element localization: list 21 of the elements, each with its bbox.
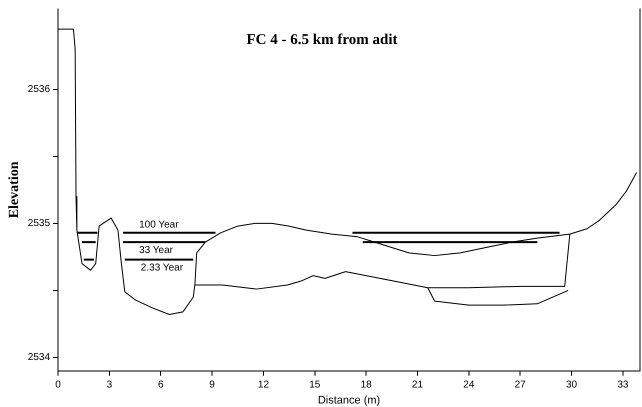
y-tick-label: 2535 [28, 218, 50, 230]
series-label: 33 Year [139, 244, 174, 256]
series-label: 2.33 Year [140, 262, 184, 274]
x-tick-label: 33 [617, 380, 629, 391]
series-label: 100 Year [139, 220, 180, 231]
x-tick-label: 18 [360, 380, 372, 391]
x-tick-label: 3 [106, 380, 113, 391]
x-tick-label: 6 [158, 380, 164, 391]
y-tick-label: 2536 [28, 84, 50, 96]
x-tick-label: 9 [209, 380, 216, 391]
x-tick-label: 21 [412, 380, 424, 391]
x-tick-label: 0 [55, 380, 62, 391]
x-tick-label: 15 [309, 380, 321, 391]
x-tick-label: 24 [463, 380, 475, 391]
y-axis-title: Elevation [7, 161, 22, 218]
x-tick-label: 27 [514, 380, 526, 391]
x-axis-title: Distance (m) [318, 394, 380, 406]
x-tick-label: 30 [566, 380, 578, 391]
x-tick-label: 12 [258, 380, 270, 391]
y-tick-label: 2534 [28, 352, 50, 364]
text: FC 4 - 6.5 km from adit [246, 32, 398, 48]
